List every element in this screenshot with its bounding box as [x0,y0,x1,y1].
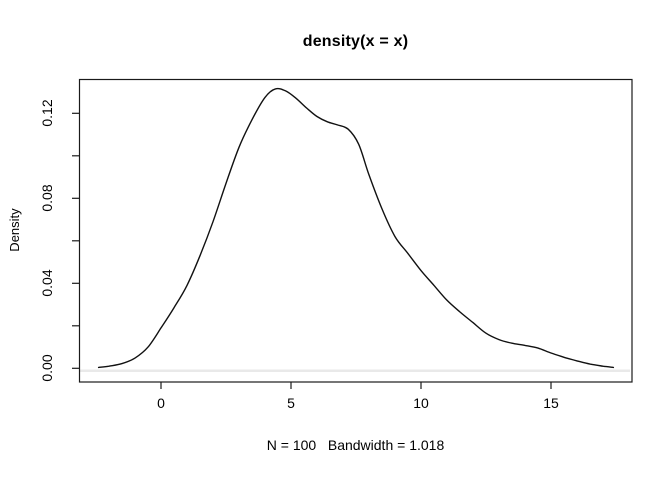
y-axis-ticks [72,112,80,369]
density-curve [97,87,615,369]
y-tick-label: 0.00 [39,354,55,382]
chart-title: density(x = x) [302,33,409,50]
y-tick-label: 0.12 [39,99,55,127]
x-tick-label: 15 [543,395,559,411]
y-tick-label: 0.08 [39,184,55,212]
x-tick-label: 0 [157,395,165,411]
plot-box [78,78,633,383]
x-axis-title: N = 100 Bandwidth = 1.018 [266,437,445,453]
x-tick-label: 10 [413,395,429,411]
y-axis-title: Density [7,208,22,252]
x-tick-label: 5 [287,395,295,411]
y-tick-label: 0.04 [39,269,55,297]
x-axis-ticks [160,382,552,389]
